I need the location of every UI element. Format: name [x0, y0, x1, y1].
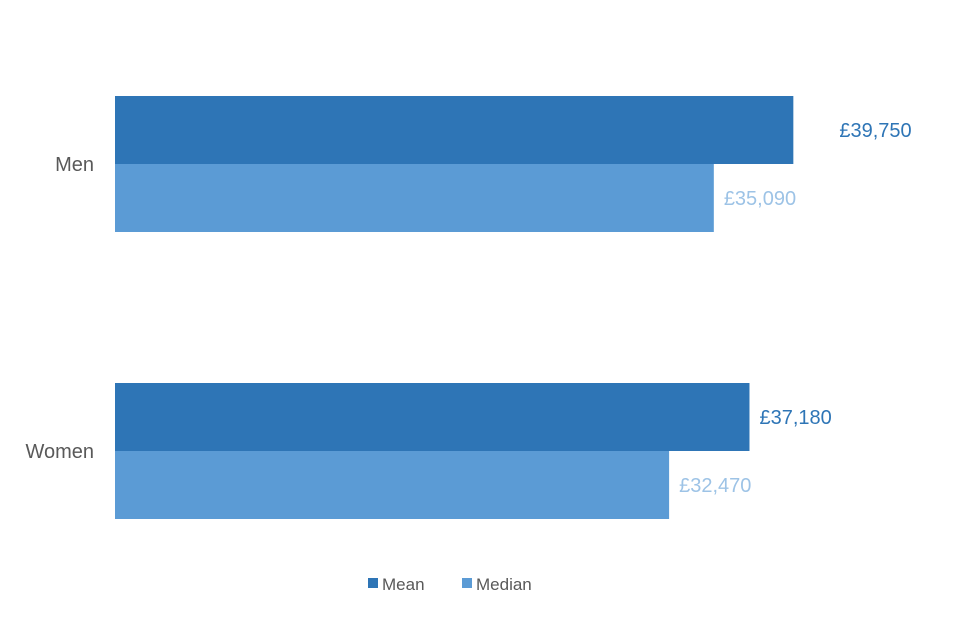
bar-men-median — [115, 164, 714, 232]
category-label-men: Men — [55, 154, 94, 176]
value-label-women-mean: £37,180 — [759, 407, 831, 429]
bar-women-mean — [115, 383, 750, 451]
value-label-men-median: £35,090 — [724, 188, 796, 210]
bar-men-mean — [115, 96, 794, 164]
legend-label-median: Median — [476, 575, 532, 594]
category-label-women: Women — [25, 441, 94, 463]
value-label-women-median: £32,470 — [679, 475, 751, 497]
legend: Mean Median — [368, 575, 532, 594]
bars-group — [115, 96, 794, 519]
category-labels-group: Men Women — [25, 154, 94, 463]
value-label-men-mean: £39,750 — [839, 120, 911, 142]
legend-swatch-median — [462, 578, 472, 588]
legend-label-mean: Mean — [382, 575, 425, 594]
value-labels-group: £39,750 £35,090 £37,180 £32,470 — [679, 120, 912, 497]
bar-women-median — [115, 451, 670, 519]
legend-swatch-mean — [368, 578, 378, 588]
